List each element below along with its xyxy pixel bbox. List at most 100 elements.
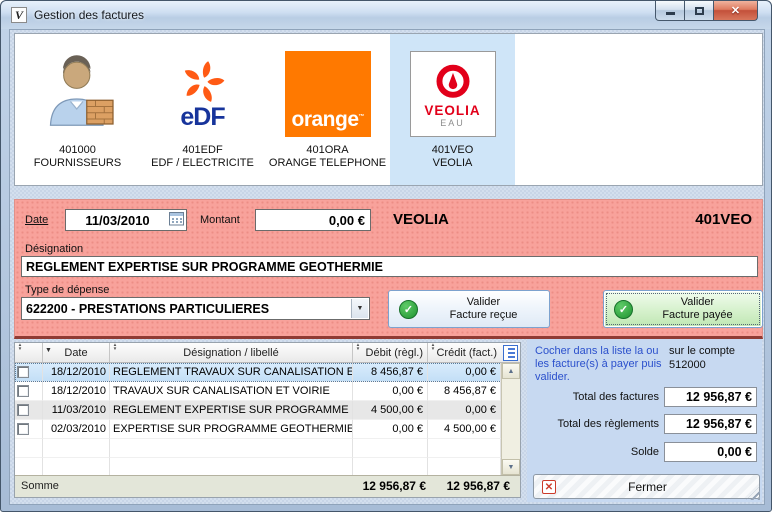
valider-recue-line1: Valider (466, 296, 501, 308)
invoice-form-panel: Date 11/03/2010 Montant 0,00 € (14, 199, 763, 339)
date-input[interactable]: 11/03/2010 (65, 209, 187, 231)
date-value: 11/03/2010 (85, 212, 150, 228)
sum-label: Somme (21, 480, 59, 492)
cell-designation: TRAVAUX SUR CANALISATION ET VOIRIE (110, 382, 353, 401)
header-credit[interactable]: ▲ ▼ Crédit (fact.) (428, 342, 501, 362)
valider-payee-line1: Valider (680, 296, 715, 308)
header-designation[interactable]: ▲ ▼ Désignation / libellé (110, 342, 353, 362)
supplier-code: 401VEO (431, 144, 474, 156)
supplier-name: VEOLIA (432, 157, 473, 169)
sort-icon[interactable]: ▲ ▼ (355, 342, 361, 351)
veolia-drop-icon (436, 64, 469, 98)
selected-supplier-name: VEOLIA (393, 211, 449, 228)
designation-value: REGLEMENT EXPERTISE SUR PROGRAMME GEOTHE… (26, 259, 383, 274)
supplier-item-veolia[interactable]: VEOLIA EAU 401VEO VEOLIA (390, 34, 515, 185)
table-row[interactable]: 11/03/2010 REGLEMENT EXPERTISE SUR PROGR… (15, 401, 520, 420)
red-x-icon: ✕ (542, 479, 556, 494)
row-checkbox[interactable] (17, 423, 29, 435)
header-debit-label: Débit (règl.) (365, 346, 423, 359)
edf-wordmark: eDF (180, 102, 225, 131)
total-reglements-label: Total des règlements (557, 418, 660, 430)
table-header-row: ▲ ▼ ▼ Date ▲ ▼ Désignation / libellé ▲ ▼ Débit… (15, 342, 520, 363)
solde-value: 0,00 € (664, 442, 757, 462)
calendar-icon[interactable] (169, 211, 184, 229)
close-icon: ✕ (730, 5, 741, 17)
title-bar[interactable]: V Gestion des factures ✕ (1, 1, 771, 29)
valider-facture-payee-button[interactable]: ✓ Valider Facture payée (603, 290, 763, 328)
green-check-icon: ✓ (399, 299, 418, 319)
chevron-down-icon[interactable]: ▼ (351, 299, 368, 318)
sort-icon[interactable]: ▲ ▼ (430, 342, 436, 351)
client-area: 401000 FOURNISSEURS eDF (9, 29, 765, 505)
supplier-item-fournisseurs[interactable]: 401000 FOURNISSEURS (15, 34, 140, 185)
supplier-item-orange[interactable]: orange™ 401ORA ORANGE TELEPHONE (265, 34, 390, 185)
veolia-logo: VEOLIA EAU (409, 51, 496, 137)
valider-payee-line2: Facture payée (662, 309, 733, 321)
selected-supplier-code: 401VEO (695, 211, 752, 228)
cell-credit: 0,00 € (428, 401, 501, 420)
cell-designation: REGLEMENT EXPERTISE SUR PROGRAMME G (110, 401, 353, 420)
table-row[interactable]: 18/12/2010 TRAVAUX SUR CANALISATION ET V… (15, 382, 520, 401)
header-debit[interactable]: ▲ ▼ Débit (règl.) (353, 342, 428, 362)
type-depense-select[interactable]: 622200 - PRESTATIONS PARTICULIERES ▼ (21, 297, 370, 320)
cell-debit: 0,00 € (353, 382, 428, 401)
cell-date: 11/03/2010 (43, 401, 110, 420)
sort-desc-icon[interactable]: ▼ (45, 347, 52, 354)
account-number: 512000 (669, 359, 706, 371)
type-depense-label: Type de dépense (25, 284, 110, 296)
designation-input[interactable]: REGLEMENT EXPERTISE SUR PROGRAMME GEOTHE… (21, 256, 758, 277)
supplier-item-edf[interactable]: eDF 401EDF EDF / ELECTRICITE (140, 34, 265, 185)
cell-credit: 4 500,00 € (428, 420, 501, 439)
cell-designation: REGLEMENT TRAVAUX SUR CANALISATION E (110, 363, 353, 382)
row-checkbox[interactable] (17, 404, 29, 416)
maximize-icon (694, 6, 704, 15)
close-button[interactable]: ✕ (714, 1, 758, 21)
table-row[interactable]: 18/12/2010 REGLEMENT TRAVAUX SUR CANALIS… (15, 363, 520, 382)
supplier-code: 401EDF (182, 144, 223, 156)
veolia-wordmark: VEOLIA (424, 102, 481, 118)
header-date-label: Date (64, 346, 88, 359)
supplier-name: FOURNISSEURS (33, 157, 122, 169)
cell-date: 18/12/2010 (43, 382, 110, 401)
scroll-down-icon[interactable]: ▼ (502, 459, 520, 475)
total-reglements-value: 12 956,87 € (664, 414, 757, 434)
header-designation-label: Désignation / libellé (183, 346, 279, 359)
payment-panel: Cocher dans la liste la ou les facture(s… (527, 339, 762, 502)
sum-debit: 12 956,87 € (362, 479, 426, 493)
veolia-eau-label: EAU (440, 117, 465, 128)
cell-debit: 4 500,00 € (353, 401, 428, 420)
edf-logo: eDF (160, 51, 246, 137)
grid-options-icon[interactable] (503, 345, 518, 361)
table-scrollbar[interactable]: ▲ ▼ (501, 363, 520, 475)
type-depense-value: 622200 - PRESTATIONS PARTICULIERES (26, 301, 270, 316)
row-checkbox[interactable] (17, 366, 29, 378)
cell-credit: 0,00 € (428, 363, 501, 382)
orange-logo: orange™ (284, 51, 371, 137)
valider-facture-recue-button[interactable]: ✓ Valider Facture reçue (388, 290, 550, 328)
cell-date: 02/03/2010 (43, 420, 110, 439)
scroll-up-icon[interactable]: ▲ (502, 363, 520, 379)
cell-date: 18/12/2010 (43, 363, 110, 382)
minimize-button[interactable] (655, 1, 685, 21)
fermer-label: Fermer (628, 479, 667, 494)
sort-icon[interactable]: ▲ ▼ (112, 342, 118, 351)
cell-credit: 8 456,87 € (428, 382, 501, 401)
header-rowmarker[interactable]: ▲ ▼ (15, 342, 43, 362)
cell-debit: 8 456,87 € (353, 363, 428, 382)
header-date[interactable]: ▼ Date (43, 343, 110, 362)
app-icon: V (11, 7, 27, 23)
total-factures-label: Total des factures (572, 391, 659, 403)
row-checkbox[interactable] (17, 385, 29, 397)
empty-row (15, 439, 520, 458)
maximize-button[interactable] (685, 1, 714, 21)
montant-input[interactable]: 0,00 € (255, 209, 371, 231)
sum-credit: 12 956,87 € (446, 479, 510, 493)
solde-label: Solde (630, 446, 659, 458)
sort-icon[interactable]: ▲ ▼ (17, 342, 23, 351)
fermer-button[interactable]: ✕ Fermer (533, 474, 760, 499)
window-title: Gestion des factures (34, 8, 145, 22)
supplier-name: ORANGE TELEPHONE (268, 157, 387, 169)
fournisseurs-logo (35, 51, 121, 137)
table-row[interactable]: 02/03/2010 EXPERTISE SUR PROGRAMME GEOTH… (15, 420, 520, 439)
